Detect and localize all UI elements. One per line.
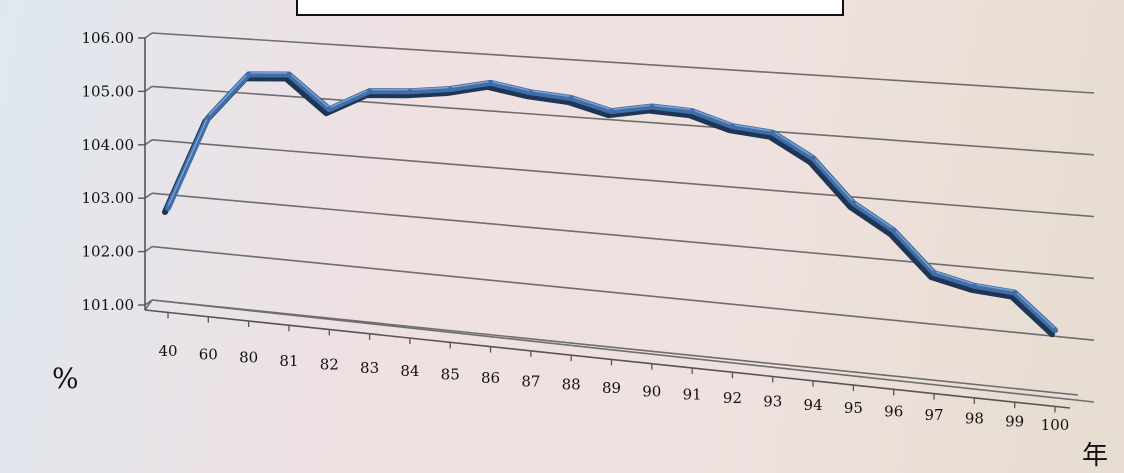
x-tick-label: 90 [642, 382, 661, 400]
x-tick-label: 86 [481, 369, 500, 387]
x-tick-label: 88 [562, 376, 581, 394]
y-tick-labels: 106.00 105.00 104.00 103.00 102.00 101.00 [82, 29, 135, 314]
data-point [367, 88, 373, 94]
x-tick-label: 95 [844, 399, 863, 417]
data-point [609, 108, 614, 114]
data-point [286, 71, 292, 77]
data-point [407, 88, 413, 94]
y-tick-label: 101.00 [82, 296, 135, 314]
gridline [151, 245, 1095, 341]
x-tick-label: 84 [400, 362, 419, 380]
x-tick-label: 97 [924, 406, 943, 424]
x-tick-label: 100 [1041, 416, 1070, 434]
data-point [850, 200, 856, 206]
data-series [162, 71, 1058, 338]
gridline [151, 85, 1095, 156]
x-axis-unit-label: 年 [1082, 441, 1108, 471]
y-tick-label: 102.00 [82, 243, 135, 261]
floor-left-edge [144, 299, 153, 311]
x-tick-label: 98 [965, 409, 984, 427]
y-tick-label: 104.00 [82, 136, 135, 154]
data-point [246, 71, 252, 77]
gridline [151, 192, 1095, 280]
data-point [729, 123, 735, 129]
gridline-depth [144, 245, 153, 253]
data-point [326, 106, 332, 112]
x-tick-label: 81 [279, 352, 298, 370]
x-tick-label: 87 [521, 372, 540, 390]
axes [138, 37, 1071, 413]
data-point [931, 270, 937, 276]
x-tick-label: 82 [320, 355, 339, 373]
gridline-depth [144, 192, 153, 199]
data-point [488, 80, 494, 86]
x-tick-label: 60 [199, 345, 218, 363]
x-tick-label: 85 [441, 366, 460, 384]
data-point [770, 130, 776, 136]
data-point [1052, 327, 1058, 333]
x-tick-label: 89 [602, 379, 621, 397]
gridline [151, 139, 1095, 218]
data-point [528, 89, 534, 95]
y-tick-label: 103.00 [82, 189, 135, 207]
x-tick-label: 99 [1005, 413, 1024, 431]
data-point [568, 95, 574, 101]
gridline-depth [144, 32, 153, 39]
x-tick-label: 96 [884, 403, 903, 421]
data-point [1012, 290, 1018, 296]
x-tick-label: 80 [239, 349, 258, 367]
gridline-depth [144, 85, 153, 93]
series-line-shadow [162, 75, 1055, 338]
y-tick-label: 105.00 [82, 82, 135, 100]
x-tick-label: 40 [158, 342, 177, 360]
data-point [205, 114, 211, 120]
data-point [165, 205, 171, 211]
x-tick-label: 93 [763, 392, 782, 410]
x-tick-label: 83 [360, 359, 379, 377]
data-point [689, 108, 695, 114]
data-point [810, 155, 816, 161]
x-axis-line [144, 309, 1071, 409]
x-tick-labels: 40 60 80 81 82 83 84 85 86 87 88 89 90 91 92 93 94 95 96 97… [158, 342, 1069, 434]
gridline [151, 299, 1095, 403]
chart-title-box [296, 0, 844, 16]
y-axis-unit-label: % [52, 362, 79, 395]
gridline [151, 32, 1095, 94]
x-tick-label: 94 [804, 396, 823, 414]
data-point [447, 86, 453, 92]
data-point [649, 103, 655, 109]
gridlines [144, 32, 1095, 403]
data-point [971, 283, 977, 289]
gridline-depth [144, 139, 153, 146]
data-point [891, 227, 897, 233]
floor-back-edge [151, 299, 1079, 396]
y-tick-label: 106.00 [82, 29, 135, 47]
x-tick-label: 92 [723, 389, 742, 407]
x-tick-label: 91 [683, 386, 702, 404]
